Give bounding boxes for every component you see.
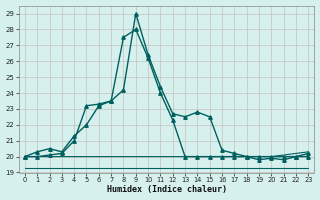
X-axis label: Humidex (Indice chaleur): Humidex (Indice chaleur) [107,185,227,194]
